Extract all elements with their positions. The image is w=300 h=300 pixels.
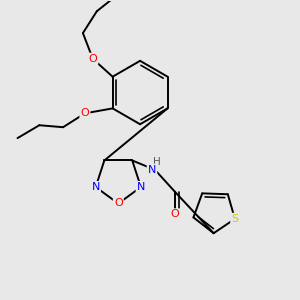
- Text: N: N: [137, 182, 145, 192]
- Text: O: O: [88, 54, 97, 64]
- Text: O: O: [170, 209, 179, 219]
- Text: N: N: [92, 182, 100, 192]
- Text: O: O: [114, 199, 123, 208]
- Text: H: H: [153, 157, 161, 167]
- Text: S: S: [231, 214, 239, 224]
- Text: O: O: [80, 108, 89, 118]
- Text: N: N: [148, 165, 156, 175]
